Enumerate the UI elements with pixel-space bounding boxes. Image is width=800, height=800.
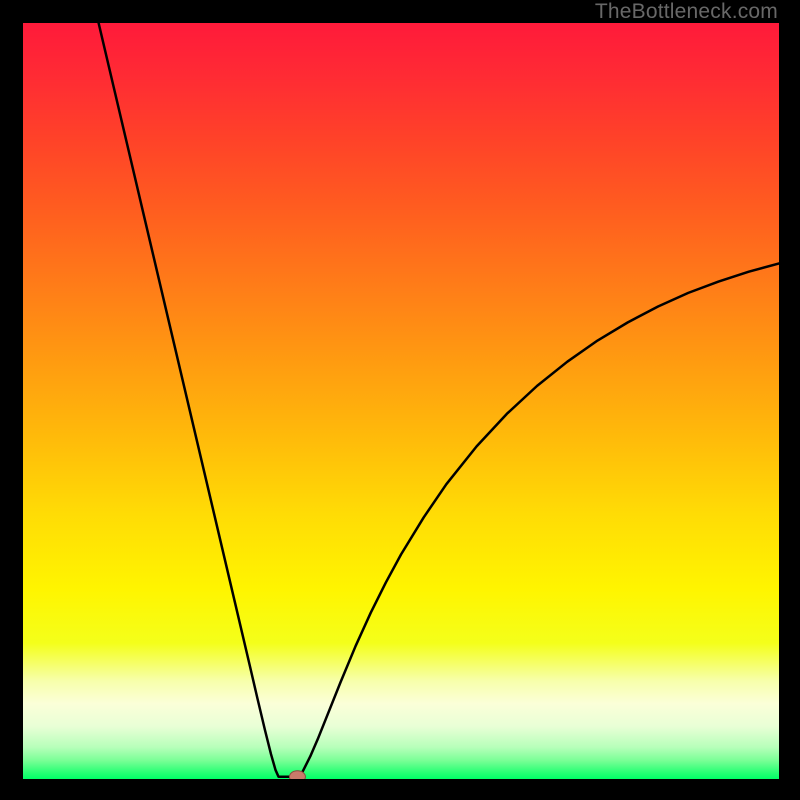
optimum-marker (289, 771, 305, 779)
gradient-background (23, 23, 779, 779)
chart-frame: TheBottleneck.com (0, 0, 800, 800)
plot-area (23, 23, 779, 779)
watermark-text: TheBottleneck.com (595, 0, 778, 24)
plot-svg (23, 23, 779, 779)
